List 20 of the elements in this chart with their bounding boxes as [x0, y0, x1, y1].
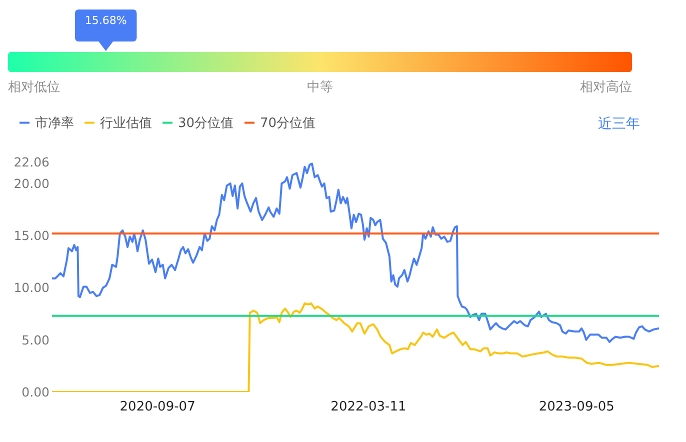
x-tick-label: 2023-09-05 — [538, 400, 614, 414]
legend-label: 市净率 — [35, 114, 74, 131]
y-tick-label: 0.00 — [22, 384, 50, 400]
text: 相对低位 — [8, 80, 60, 95]
line-series — [52, 302, 659, 392]
text: 中等 — [307, 80, 333, 95]
y-tick-label: 15.00 — [14, 228, 50, 244]
legend-label: 30分位值 — [178, 116, 234, 131]
x-tick-label: 2022-03-11 — [330, 400, 406, 414]
text: 近三年 — [598, 116, 640, 132]
text: 相对高位 — [580, 79, 632, 95]
x-tick-label: 2020-09-07 — [120, 400, 196, 414]
legend-label: 70分位值 — [260, 116, 316, 131]
data-label: 15.68% — [84, 14, 127, 27]
y-tick-label: 20.00 — [14, 176, 50, 191]
line-series — [52, 162, 659, 343]
legend-label: 行业估值 — [100, 116, 152, 131]
y-tick-label: 5.00 — [22, 332, 50, 348]
y-tick-label: 10.00 — [14, 280, 50, 296]
y-tick-label: 22.06 — [14, 154, 50, 170]
